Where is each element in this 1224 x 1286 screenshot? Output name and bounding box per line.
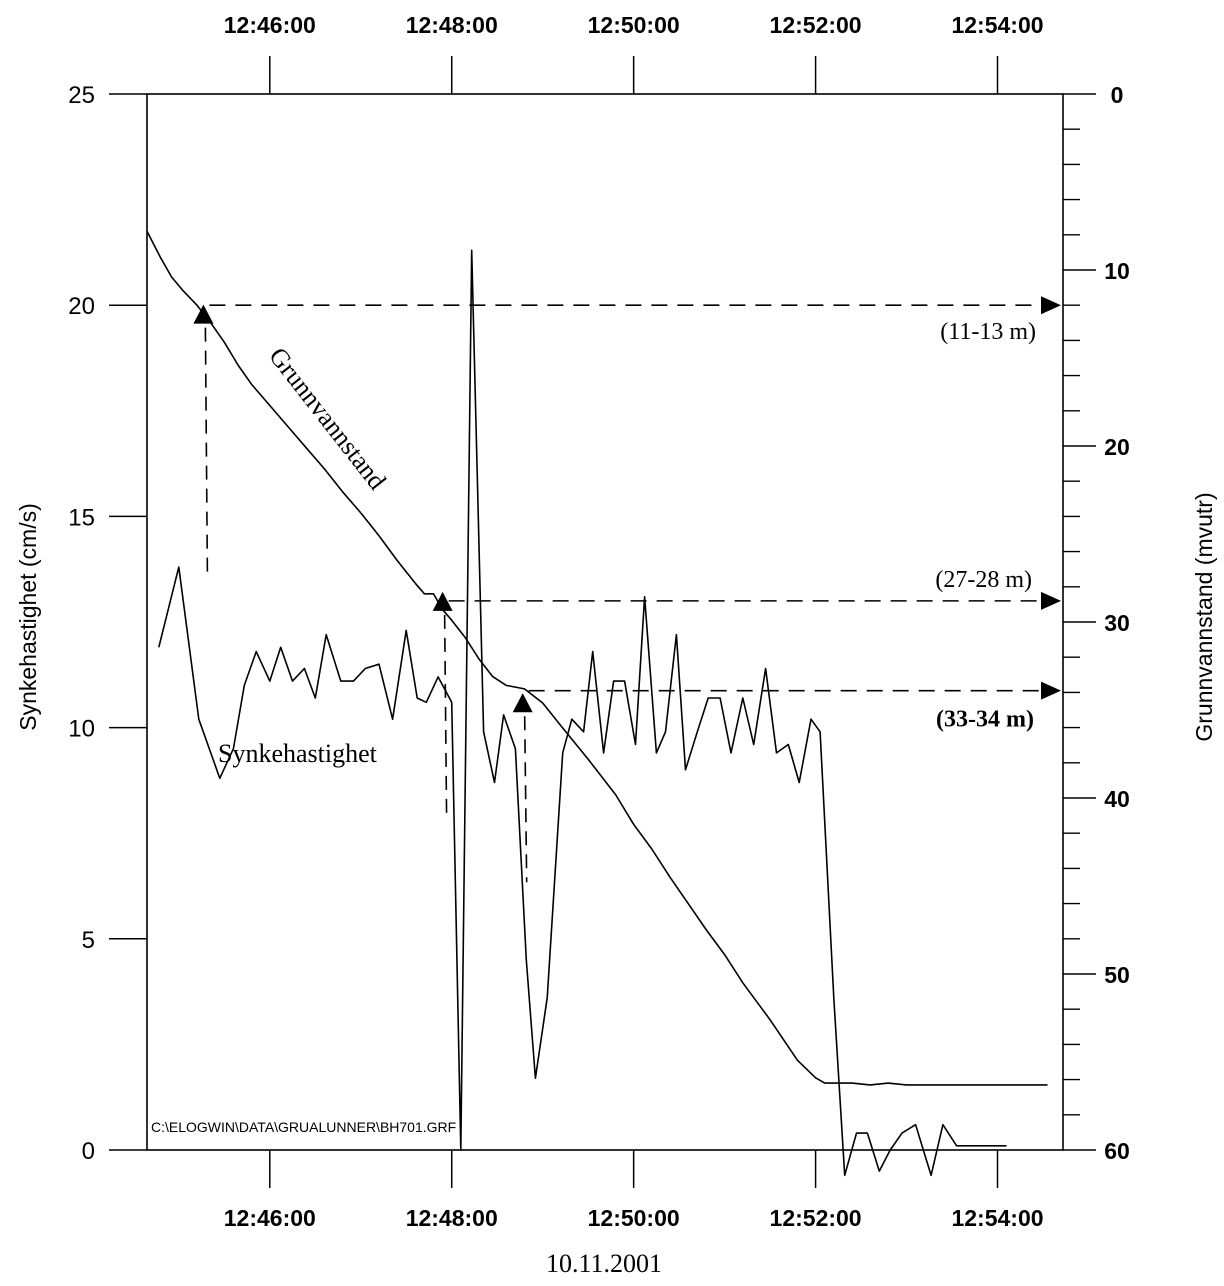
annotation-drop-line — [204, 327, 209, 574]
annotation-arrow-head — [1041, 591, 1061, 610]
left-axis: 0 5 10 15 20 25 — [68, 82, 147, 1165]
right-tick-label: 0 — [1111, 82, 1124, 108]
left-tick-label: 25 — [68, 82, 95, 109]
annotation-marker — [512, 693, 533, 713]
top-time-tick-label: 12:48:00 — [406, 12, 498, 38]
top-time-tick-label: 12:46:00 — [224, 12, 316, 38]
file-path-label: C:\ELOGWIN\DATA\GRUALUNNER\BH701.GRF — [151, 1119, 456, 1135]
annotation-marker — [432, 591, 453, 611]
series-grunnvannstand — [146, 230, 1048, 1086]
left-tick-label: 20 — [68, 293, 95, 320]
annotation-drop-line — [523, 716, 528, 883]
bottom-time-tick-label: 12:52:00 — [770, 1205, 862, 1231]
top-time-tick-label: 12:50:00 — [588, 12, 680, 38]
series-label-synkehastighet: Synkehastighet — [218, 739, 378, 768]
bottom-time-tick-label: 12:54:00 — [951, 1205, 1043, 1231]
right-tick-label: 30 — [1104, 610, 1130, 636]
right-tick-label: 50 — [1104, 962, 1130, 988]
annotation-label: (11-13 m) — [940, 319, 1036, 345]
annotation-arrow-head — [1041, 296, 1061, 315]
date-label: 10.11.2001 — [546, 1249, 662, 1278]
right-axis: 0 10 20 30 40 50 60 — [1063, 82, 1130, 1164]
top-time-axis: 12:46:00 12:48:00 12:50:00 12:52:00 12:54:00 — [224, 12, 1044, 94]
left-axis-title: Synkehastighet (cm/s) — [15, 503, 41, 731]
plot-border — [146, 93, 1064, 1151]
left-tick-label: 15 — [68, 504, 95, 531]
top-time-tick-label: 12:52:00 — [770, 12, 862, 38]
annotation-label: (33-34 m) — [936, 707, 1034, 733]
plot-frame — [146, 93, 1064, 1151]
series-group — [146, 230, 1048, 1177]
top-time-tick-label: 12:54:00 — [951, 12, 1043, 38]
annotation-drop-line — [443, 614, 448, 821]
bottom-time-axis: 12:46:00 12:48:00 12:50:00 12:52:00 12:54:00 — [224, 1150, 1044, 1231]
right-tick-label: 20 — [1104, 434, 1130, 460]
left-tick-label: 5 — [82, 927, 95, 954]
right-tick-label: 60 — [1104, 1138, 1130, 1164]
bottom-time-tick-label: 12:46:00 — [224, 1205, 316, 1231]
right-tick-label: 10 — [1104, 258, 1130, 284]
annotation-label: (27-28 m) — [935, 567, 1032, 593]
annotations: (11-13 m) (27-28 m) (33-34 m) — [193, 296, 1061, 883]
left-tick-label: 0 — [82, 1138, 95, 1165]
bottom-time-tick-label: 12:48:00 — [406, 1205, 498, 1231]
annotation-arrow-head — [1041, 681, 1061, 700]
right-axis-title: Grunnvannstand (mvutr) — [1191, 492, 1217, 741]
annotation-marker — [193, 304, 214, 324]
bottom-time-tick-label: 12:50:00 — [588, 1205, 680, 1231]
right-tick-label: 40 — [1104, 786, 1130, 812]
left-tick-label: 10 — [68, 716, 95, 743]
series-synkehastighet — [158, 249, 1007, 1177]
